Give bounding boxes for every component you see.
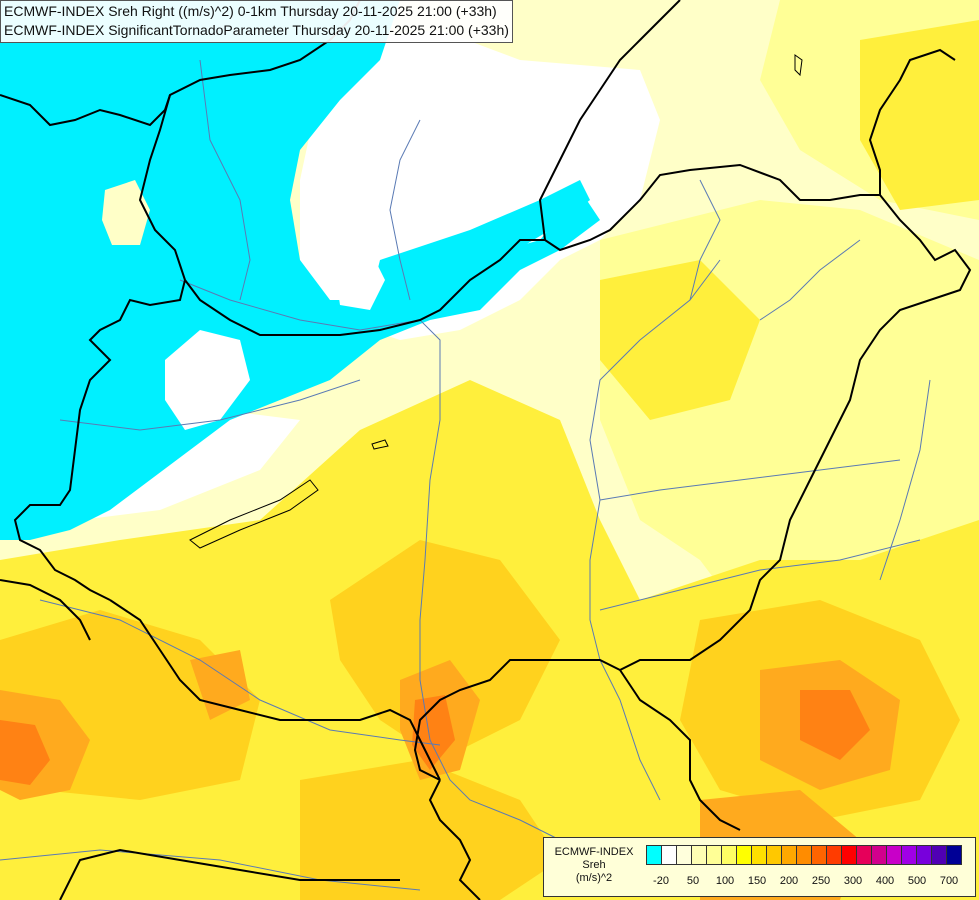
field-gold-center (330, 540, 560, 760)
field-cyan-hole-3 (165, 330, 250, 430)
river-olt (879, 379, 931, 581)
border-austria-hungary (13, 279, 186, 601)
color-legend: ECMWF-INDEX Sreh (m/s)^2 -20 50 100 150 200 2… (543, 837, 976, 897)
legend-swatch-2 (676, 845, 692, 865)
legend-swatch-6 (736, 845, 752, 865)
legend-swatch-8 (766, 845, 782, 865)
map-title-box: ECMWF-INDEX Sreh Right ((m/s)^2) 0-1km T… (0, 0, 513, 43)
river-hernad (689, 179, 721, 301)
legend-tick: 100 (715, 875, 735, 887)
legend-tick: 50 (686, 875, 700, 887)
border-serbia-romania (619, 669, 741, 831)
river-mures (599, 539, 921, 611)
river-tisza (589, 259, 721, 801)
legend-tick: 250 (811, 875, 831, 887)
legend-model: ECMWF-INDEX (554, 846, 634, 858)
legend-swatch-3 (691, 845, 707, 865)
border-hungary-serbia (413, 659, 621, 781)
title-line-stp: ECMWF-INDEX SignificantTornadoParameter … (4, 22, 509, 38)
river-sava (0, 849, 421, 891)
legend-swatch-7 (751, 845, 767, 865)
legend-swatch-10 (796, 845, 812, 865)
legend-swatch-1 (661, 845, 677, 865)
border-croatia-bosnia (59, 848, 400, 900)
legend-swatch-18 (916, 845, 932, 865)
legend-swatch-0 (646, 845, 662, 865)
field-cyan-hole-1 (102, 180, 150, 245)
rivers (0, 59, 931, 891)
legend-parameter: Sreh (582, 859, 606, 871)
legend-swatch-12 (826, 845, 842, 865)
field-darkorange-danube (412, 695, 455, 770)
legend-swatch-11 (811, 845, 827, 865)
legend-swatch-9 (781, 845, 797, 865)
border-hungary-ukraine-romania (619, 194, 972, 671)
river-rab (59, 379, 361, 431)
field-darkorange-west (0, 720, 50, 785)
lakes (189, 54, 803, 549)
legend-swatch-13 (841, 845, 857, 865)
legend-tick: 500 (907, 875, 927, 887)
legend-swatch-19 (931, 845, 947, 865)
legend-tick: 200 (779, 875, 799, 887)
border-czech-slovakia (138, 94, 186, 281)
legend-tick: 700 (939, 875, 959, 887)
border-hungary-croatia (109, 599, 441, 781)
legend-color-scale (646, 845, 962, 865)
lake-balaton (189, 479, 319, 549)
field-cyan-band (370, 180, 590, 310)
title-line-sreh: ECMWF-INDEX Sreh Right ((m/s)^2) 0-1km T… (4, 3, 497, 19)
border-slovakia-ukraine (868, 48, 956, 195)
river-danube-north (179, 279, 561, 841)
border-poland-slovakia (538, 0, 681, 241)
legend-swatch-15 (871, 845, 887, 865)
field-cyan-hole-2 (335, 250, 385, 310)
lake-small-1 (371, 439, 389, 450)
legend-swatch-17 (901, 845, 917, 865)
legend-swatch-14 (856, 845, 872, 865)
border-slovenia-croatia (0, 579, 91, 641)
field-darkorange-east (800, 690, 870, 760)
legend-title: ECMWF-INDEX Sreh (m/s)^2 (548, 846, 640, 885)
lake-small-2 (794, 54, 803, 77)
legend-tick: 150 (747, 875, 767, 887)
legend-tick: 300 (843, 875, 863, 887)
field-cyan-northwest (0, 0, 600, 540)
legend-unit: (m/s)^2 (575, 872, 613, 884)
river-morava (199, 59, 251, 301)
legend-swatch-5 (721, 845, 737, 865)
legend-tick: 400 (875, 875, 895, 887)
river-vah (389, 119, 421, 301)
river-somes (759, 239, 861, 321)
river-koros (599, 459, 901, 501)
legend-tick-labels: -20 50 100 150 200 250 300 400 500 700 (646, 875, 976, 891)
legend-swatch-4 (706, 845, 722, 865)
field-yellow-northeast (860, 20, 979, 210)
border-croatia-serbia-south (428, 779, 481, 900)
river-drava (39, 599, 441, 746)
field-gold-south (300, 760, 560, 900)
field-orange-southwest (190, 650, 250, 720)
field-yellow-center (600, 260, 760, 420)
legend-swatch-16 (886, 845, 902, 865)
legend-swatch-20 (946, 845, 962, 865)
legend-tick: -20 (653, 875, 669, 887)
